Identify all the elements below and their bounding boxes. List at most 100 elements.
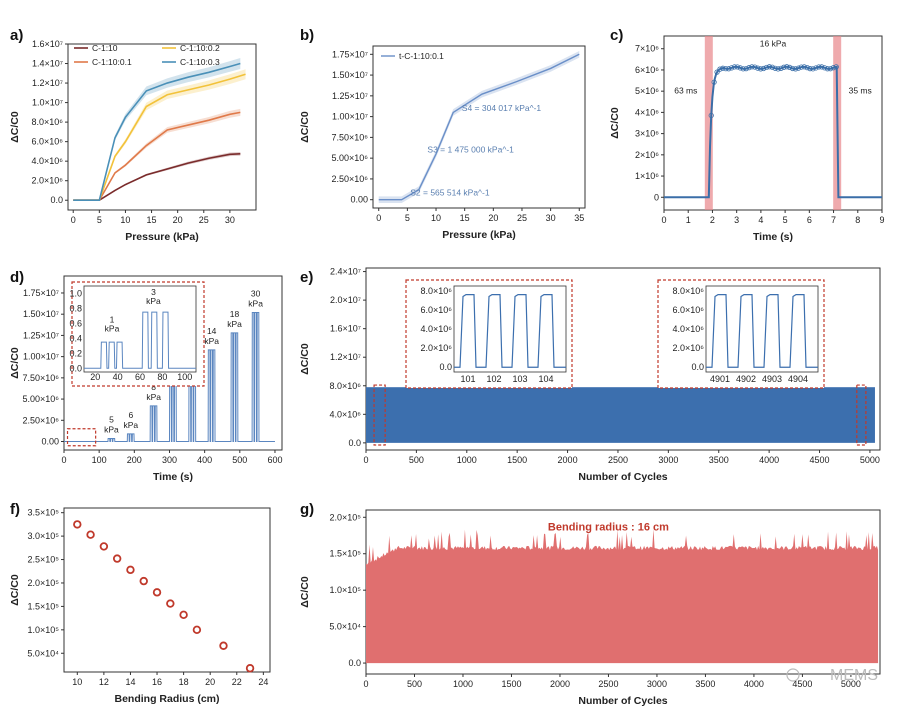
data-point bbox=[112, 554, 122, 563]
x-tick-label: 4 bbox=[758, 215, 763, 225]
series-line bbox=[378, 53, 580, 201]
y-tick-label: 1.25×10⁷ bbox=[332, 91, 368, 101]
data-point bbox=[192, 625, 202, 635]
x-tick-label: 18 bbox=[179, 677, 189, 687]
x-tick-label: 5 bbox=[97, 215, 102, 225]
panel-label: b) bbox=[300, 27, 314, 44]
x-axis-label: Pressure (kPa) bbox=[125, 231, 199, 243]
step-value-label: 5 bbox=[109, 415, 114, 425]
data-point bbox=[795, 65, 802, 71]
x-tick-label: 7 bbox=[831, 215, 836, 225]
data-point bbox=[139, 576, 148, 586]
x-axis-label: Time (s) bbox=[753, 231, 793, 243]
panel-a: a) 0 5 10 15 20 25 30 0.0 2.0×10⁶ 4.0×10⁶ 6.0×10⁶ 8.… bbox=[9, 27, 257, 243]
x-tick-label: 3500 bbox=[709, 455, 729, 465]
data-point bbox=[778, 65, 784, 71]
inset-x-tick: 103 bbox=[512, 374, 527, 384]
step-unit-label: kPa bbox=[248, 298, 263, 308]
inset-x-tick: 40 bbox=[113, 372, 123, 382]
y-tick-label: 8.0×10⁶ bbox=[32, 117, 64, 127]
x-tick-label: 20 bbox=[173, 215, 183, 225]
step-value-label: 30 bbox=[251, 288, 261, 298]
watermark-icon bbox=[786, 668, 800, 682]
cycle-band bbox=[366, 529, 879, 664]
data-point bbox=[73, 520, 82, 529]
y-tick-label: 2×10⁶ bbox=[635, 150, 659, 160]
x-tick-label: 4000 bbox=[759, 455, 779, 465]
x-tick-label: 14 bbox=[125, 677, 135, 687]
x-tick-label: 2000 bbox=[550, 679, 570, 689]
y-tick-label: 7×10⁶ bbox=[635, 44, 659, 54]
x-tick-label: 5000 bbox=[860, 455, 880, 465]
y-tick-label: 5×10⁶ bbox=[635, 86, 659, 96]
panel-label: a) bbox=[10, 27, 23, 44]
series-line bbox=[73, 62, 241, 202]
fall-time-label: 35 ms bbox=[849, 85, 872, 95]
x-tick-label: 4000 bbox=[744, 679, 764, 689]
x-tick-label: 2000 bbox=[558, 455, 578, 465]
legend-entry: C-1:10 bbox=[92, 43, 118, 53]
y-tick-label: 2.5×10⁵ bbox=[27, 555, 59, 565]
y-tick-label: 4.0×10⁶ bbox=[330, 409, 362, 419]
y-tick-label: 1.00×10⁷ bbox=[332, 112, 368, 122]
inset-x-tick: 4902 bbox=[736, 374, 756, 384]
x-tick-label: 500 bbox=[232, 455, 247, 465]
watermark-text: MEMS bbox=[830, 667, 878, 684]
y-tick-label: 2.0×10⁵ bbox=[27, 578, 59, 588]
y-tick-label: 1.75×10⁷ bbox=[23, 288, 59, 298]
x-tick-label: 0 bbox=[661, 215, 666, 225]
series-band bbox=[73, 108, 241, 201]
y-tick-label: 1.75×10⁷ bbox=[332, 49, 368, 59]
inset-y-tick: 8.0×10⁶ bbox=[673, 286, 705, 296]
y-axis-label: ΔC/C0 bbox=[299, 576, 311, 608]
y-tick-label: 2.0×10⁷ bbox=[330, 295, 361, 305]
data-point bbox=[740, 66, 746, 72]
y-tick-label: 4×10⁶ bbox=[635, 107, 659, 117]
panel-e: e) 0 500 1000 1500 2000 2500 3000 3500 4000 4500 50… bbox=[299, 267, 881, 483]
panel-label: e) bbox=[300, 269, 313, 286]
data-point bbox=[760, 65, 767, 72]
data-point bbox=[813, 65, 819, 71]
inset-step-unit: kPa bbox=[105, 324, 120, 334]
x-tick-label: 100 bbox=[92, 455, 107, 465]
data-point bbox=[833, 64, 839, 70]
data-point bbox=[763, 64, 770, 71]
data-point bbox=[737, 65, 743, 71]
zoom-region-box bbox=[66, 428, 97, 447]
x-tick-label: 1 bbox=[686, 215, 691, 225]
plot-frame bbox=[372, 45, 586, 209]
series-line bbox=[73, 153, 241, 202]
data-point bbox=[717, 66, 723, 72]
x-tick-label: 15 bbox=[460, 213, 470, 223]
data-point bbox=[245, 664, 255, 673]
data-point bbox=[743, 66, 749, 72]
inset-y-tick: 4.0×10⁶ bbox=[421, 324, 453, 334]
x-tick-label: 15 bbox=[147, 215, 157, 225]
data-point bbox=[798, 64, 804, 70]
data-point bbox=[827, 66, 834, 72]
x-tick-label: 6 bbox=[807, 215, 812, 225]
plot-frame bbox=[365, 267, 881, 451]
x-axis-label: Time (s) bbox=[153, 471, 193, 483]
x-tick-label: 2 bbox=[710, 215, 715, 225]
x-tick-label: 25 bbox=[199, 215, 209, 225]
data-point bbox=[166, 599, 175, 608]
y-tick-label: 1.50×10⁷ bbox=[332, 70, 368, 80]
inset-y-tick: 1.0 bbox=[69, 288, 82, 298]
data-point bbox=[728, 65, 735, 71]
x-tick-label: 3000 bbox=[647, 679, 667, 689]
inset-step-value: 3 bbox=[151, 287, 156, 297]
y-tick-label: 8.0×10⁶ bbox=[330, 381, 362, 391]
data-point bbox=[758, 66, 764, 72]
x-tick-label: 0 bbox=[61, 455, 66, 465]
inset-step-unit: kPa bbox=[146, 296, 161, 306]
data-point bbox=[781, 64, 787, 70]
x-tick-label: 25 bbox=[517, 213, 527, 223]
plot-frame bbox=[63, 507, 271, 673]
y-tick-label: 0.00 bbox=[350, 195, 368, 205]
legend-entry: C-1:10:0.2 bbox=[180, 43, 220, 53]
inset-step-value: 1 bbox=[110, 315, 115, 325]
x-tick-label: 1500 bbox=[501, 679, 521, 689]
panel-label: f) bbox=[10, 501, 20, 518]
